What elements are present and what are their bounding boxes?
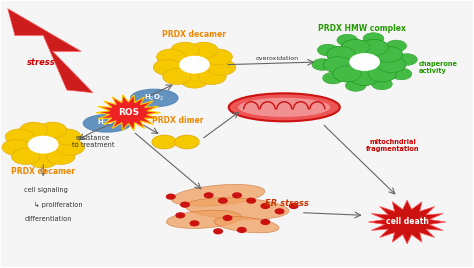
Circle shape: [386, 40, 407, 52]
Circle shape: [360, 39, 388, 55]
Circle shape: [327, 46, 355, 62]
Circle shape: [166, 194, 175, 199]
Circle shape: [350, 69, 379, 85]
Circle shape: [163, 69, 191, 84]
Text: PRDX decamer: PRDX decamer: [11, 167, 75, 176]
Ellipse shape: [238, 98, 330, 117]
Circle shape: [204, 193, 213, 198]
Circle shape: [180, 72, 209, 88]
Text: H$_2$O$_2$: H$_2$O$_2$: [145, 93, 164, 103]
Circle shape: [312, 59, 333, 70]
Circle shape: [38, 122, 67, 138]
Circle shape: [290, 204, 298, 209]
Circle shape: [346, 80, 366, 91]
Text: ER stress: ER stress: [264, 199, 309, 208]
Circle shape: [204, 49, 232, 65]
Circle shape: [207, 59, 236, 75]
Text: stress: stress: [27, 58, 55, 66]
Circle shape: [333, 66, 361, 82]
Circle shape: [11, 148, 40, 165]
Circle shape: [374, 46, 402, 62]
Circle shape: [176, 213, 184, 218]
Circle shape: [323, 57, 352, 73]
Circle shape: [198, 69, 226, 84]
Circle shape: [318, 44, 338, 56]
Circle shape: [368, 66, 396, 82]
Circle shape: [323, 72, 343, 84]
Circle shape: [29, 152, 57, 168]
Circle shape: [152, 135, 176, 149]
Circle shape: [377, 57, 406, 73]
Circle shape: [337, 34, 358, 46]
Polygon shape: [96, 95, 160, 131]
Circle shape: [190, 42, 218, 58]
Circle shape: [237, 228, 246, 232]
Circle shape: [333, 66, 361, 82]
Text: PRDX dimer: PRDX dimer: [152, 116, 204, 125]
Circle shape: [261, 204, 270, 209]
Text: chaperone
activity: chaperone activity: [419, 61, 458, 74]
Circle shape: [372, 78, 392, 90]
Text: resistance
to treatment: resistance to treatment: [72, 136, 114, 148]
Circle shape: [350, 54, 379, 70]
Circle shape: [181, 202, 189, 207]
Circle shape: [377, 57, 406, 73]
Text: differentiation: differentiation: [24, 216, 72, 222]
Text: overoxidation: overoxidation: [255, 55, 299, 61]
Circle shape: [56, 139, 84, 155]
Circle shape: [368, 66, 396, 82]
Polygon shape: [8, 9, 93, 93]
Text: PRDX HMW complex: PRDX HMW complex: [319, 24, 406, 33]
Ellipse shape: [172, 184, 265, 206]
Circle shape: [5, 129, 34, 145]
Circle shape: [261, 219, 270, 224]
Circle shape: [275, 209, 284, 214]
Text: cell death: cell death: [386, 217, 428, 226]
Ellipse shape: [166, 210, 241, 228]
Circle shape: [190, 221, 199, 226]
Circle shape: [214, 229, 222, 234]
Text: cell signaling: cell signaling: [24, 187, 68, 193]
Circle shape: [171, 42, 199, 58]
Circle shape: [363, 33, 384, 44]
Text: ROS: ROS: [118, 108, 139, 117]
Circle shape: [323, 57, 352, 73]
Circle shape: [350, 69, 379, 85]
Circle shape: [46, 148, 75, 165]
Circle shape: [174, 135, 199, 149]
Circle shape: [341, 39, 369, 55]
Text: PRDX decamer: PRDX decamer: [163, 29, 227, 39]
Ellipse shape: [131, 89, 178, 107]
Circle shape: [360, 39, 388, 55]
Text: mitochndrial
fragmentation: mitochndrial fragmentation: [366, 140, 419, 152]
Ellipse shape: [214, 217, 279, 233]
Circle shape: [233, 193, 241, 198]
Circle shape: [28, 136, 58, 153]
Ellipse shape: [229, 93, 340, 121]
Circle shape: [374, 46, 402, 62]
Circle shape: [391, 68, 412, 80]
Text: ↳ proliferation: ↳ proliferation: [34, 202, 82, 208]
Circle shape: [53, 129, 81, 145]
Circle shape: [247, 198, 255, 203]
Circle shape: [180, 57, 209, 73]
Circle shape: [327, 46, 355, 62]
Polygon shape: [368, 200, 446, 244]
Circle shape: [219, 198, 227, 203]
Circle shape: [223, 215, 232, 220]
Text: H$_2$O$_2$: H$_2$O$_2$: [97, 118, 117, 128]
Circle shape: [354, 56, 375, 68]
Circle shape: [156, 49, 185, 65]
Ellipse shape: [185, 198, 289, 219]
Circle shape: [397, 54, 417, 65]
Ellipse shape: [83, 115, 131, 132]
Circle shape: [2, 139, 30, 155]
Circle shape: [20, 122, 48, 138]
Circle shape: [153, 59, 182, 75]
Circle shape: [341, 39, 369, 55]
